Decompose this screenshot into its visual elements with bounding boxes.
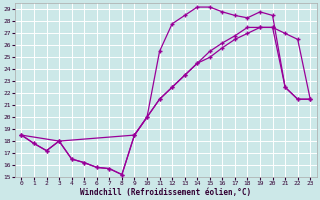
X-axis label: Windchill (Refroidissement éolien,°C): Windchill (Refroidissement éolien,°C) [80, 188, 252, 197]
